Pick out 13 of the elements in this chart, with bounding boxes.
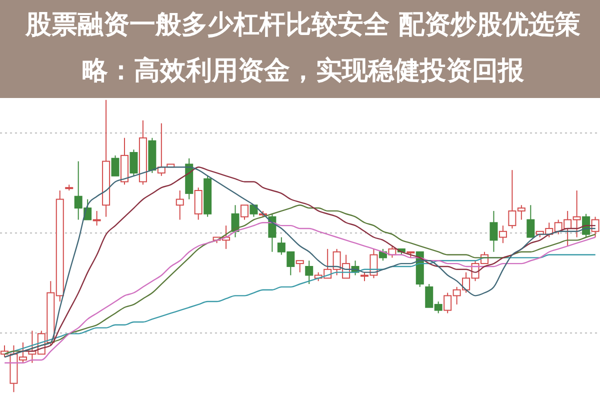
candlestick (111, 154, 120, 176)
candlestick (92, 210, 101, 226)
candlestick (194, 187, 202, 220)
candlestick (240, 204, 248, 220)
candlestick (296, 260, 304, 273)
chart-title: 股票融资一般多少杠杆比较安全 配资炒股优选策略：高效利用资金，实现稳健投资回报 (0, 0, 600, 98)
candlestick (305, 260, 314, 285)
candlestick (490, 210, 498, 252)
candlestick (176, 190, 184, 220)
candlestick (268, 213, 276, 252)
candlestick (526, 204, 535, 238)
candlestick (130, 149, 138, 176)
candlestick (498, 225, 507, 244)
